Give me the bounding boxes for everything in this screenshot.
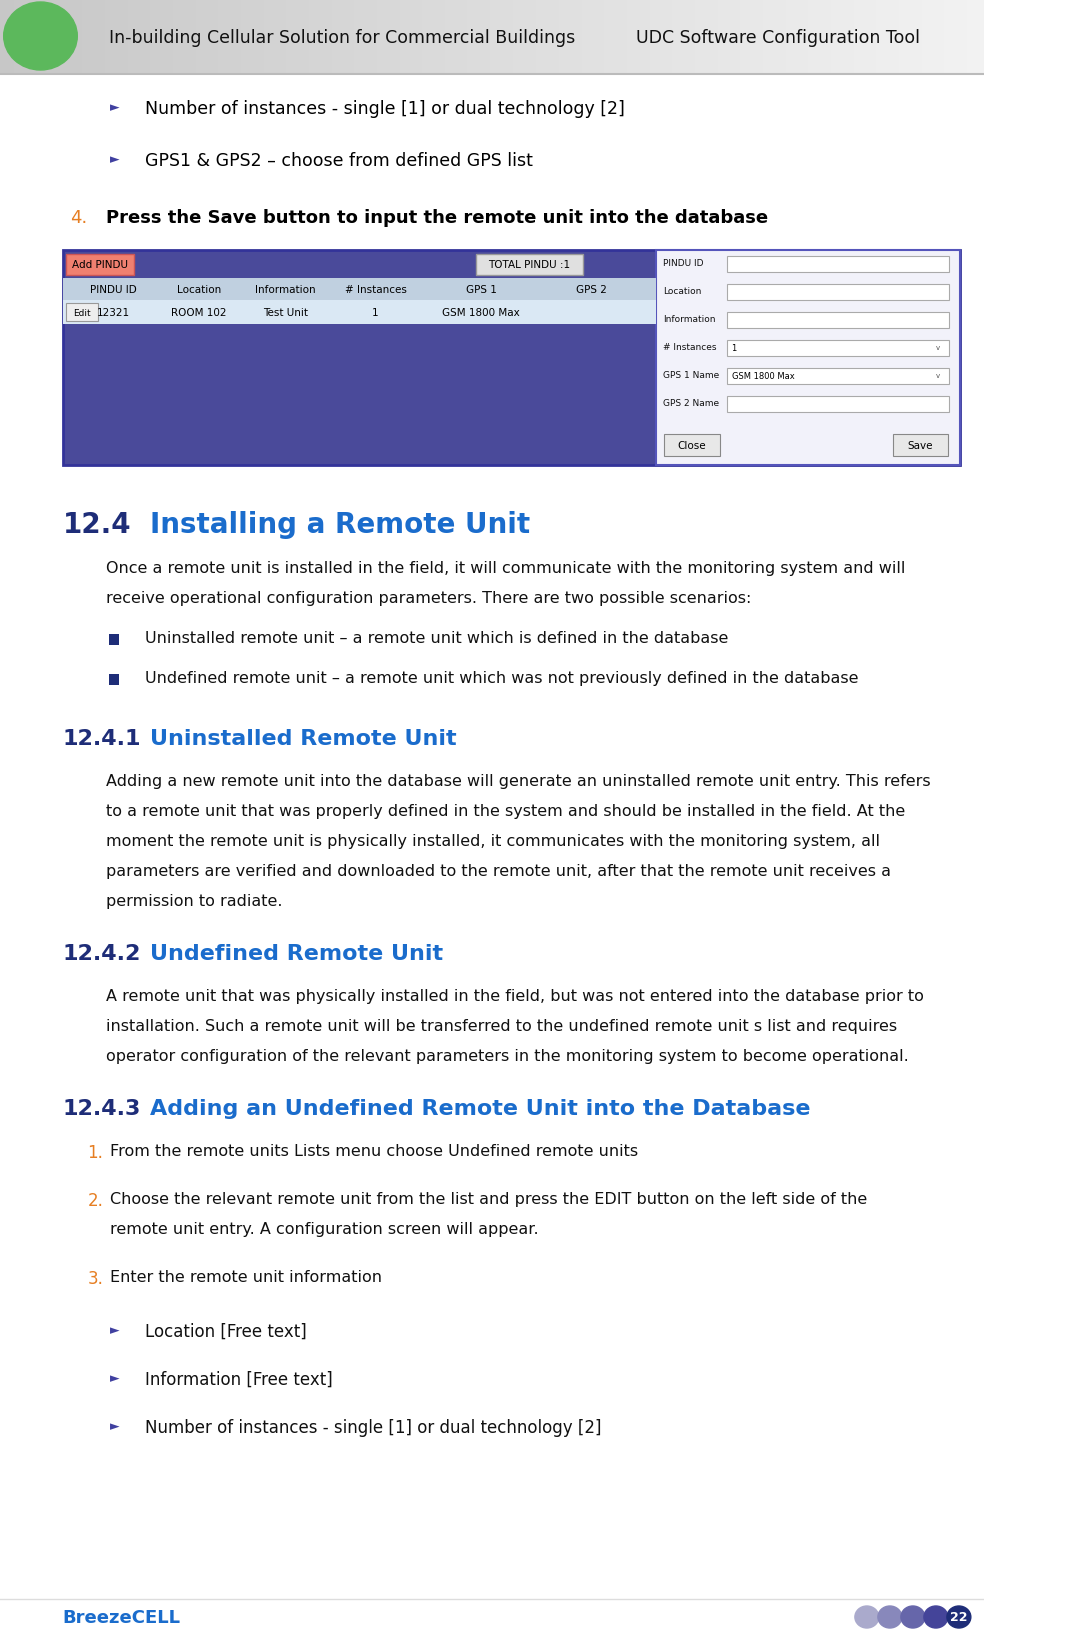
FancyBboxPatch shape [66, 254, 135, 275]
Text: Adding an Undefined Remote Unit into the Database: Adding an Undefined Remote Unit into the… [150, 1098, 810, 1118]
Text: Location [Free text]: Location [Free text] [145, 1323, 307, 1341]
Text: Test Unit: Test Unit [263, 308, 308, 318]
Text: 2.: 2. [88, 1192, 104, 1210]
FancyBboxPatch shape [66, 303, 97, 321]
FancyBboxPatch shape [63, 251, 960, 465]
Text: Location: Location [664, 287, 702, 297]
Text: Uninstalled Remote Unit: Uninstalled Remote Unit [150, 729, 456, 749]
Text: Installing a Remote Unit: Installing a Remote Unit [150, 511, 530, 539]
Text: Enter the remote unit information: Enter the remote unit information [110, 1269, 383, 1285]
Ellipse shape [855, 1606, 879, 1628]
Text: Adding a new remote unit into the database will generate an uninstalled remote u: Adding a new remote unit into the databa… [106, 774, 930, 788]
Text: Edit: Edit [73, 308, 91, 318]
Text: receive operational configuration parameters. There are two possible scenarios:: receive operational configuration parame… [106, 590, 752, 606]
Text: 12.4.2: 12.4.2 [63, 944, 141, 964]
Text: moment the remote unit is physically installed, it communicates with the monitor: moment the remote unit is physically ins… [106, 834, 880, 849]
Text: 1.: 1. [88, 1144, 104, 1162]
FancyBboxPatch shape [109, 634, 119, 646]
Text: Close: Close [678, 441, 707, 451]
Text: operator configuration of the relevant parameters in the monitoring system to be: operator configuration of the relevant p… [106, 1049, 909, 1064]
Text: GSM 1800 Max: GSM 1800 Max [443, 308, 521, 318]
Text: ►: ► [110, 1419, 120, 1432]
Text: GPS 1 Name: GPS 1 Name [664, 372, 719, 380]
Text: In-building Cellular Solution for Commercial Buildings: In-building Cellular Solution for Commer… [109, 30, 575, 48]
Text: Uninstalled remote unit – a remote unit which is defined in the database: Uninstalled remote unit – a remote unit … [145, 631, 729, 646]
Text: GPS 2: GPS 2 [576, 285, 607, 295]
Text: GPS1 & GPS2 – choose from defined GPS list: GPS1 & GPS2 – choose from defined GPS li… [145, 152, 533, 170]
Text: to a remote unit that was properly defined in the system and should be installed: to a remote unit that was properly defin… [106, 803, 905, 818]
Ellipse shape [947, 1606, 971, 1628]
Ellipse shape [901, 1606, 925, 1628]
FancyBboxPatch shape [727, 284, 949, 300]
FancyBboxPatch shape [109, 675, 119, 685]
Text: GSM 1800 Max: GSM 1800 Max [731, 372, 794, 380]
Text: Press the Save button to input the remote unit into the database: Press the Save button to input the remot… [106, 208, 768, 226]
FancyBboxPatch shape [727, 369, 949, 384]
Text: Number of instances - single [1] or dual technology [2]: Number of instances - single [1] or dual… [145, 1418, 602, 1436]
Text: Information: Information [255, 285, 315, 295]
Text: 4.: 4. [69, 208, 88, 226]
Text: 1: 1 [731, 344, 737, 352]
Text: 22: 22 [950, 1611, 967, 1624]
Text: 3.: 3. [88, 1269, 104, 1287]
Text: Information [Free text]: Information [Free text] [145, 1370, 334, 1388]
Text: Choose the relevant remote unit from the list and press the EDIT button on the l: Choose the relevant remote unit from the… [110, 1192, 868, 1206]
FancyBboxPatch shape [63, 279, 656, 302]
Text: ►: ► [110, 102, 120, 115]
Text: BreezeCELL: BreezeCELL [63, 1608, 181, 1626]
Text: 12.4: 12.4 [63, 511, 131, 539]
Ellipse shape [878, 1606, 902, 1628]
FancyBboxPatch shape [665, 434, 719, 457]
Text: TOTAL PINDU :1: TOTAL PINDU :1 [489, 261, 570, 270]
Text: 12321: 12321 [96, 308, 129, 318]
Text: PINDU ID: PINDU ID [664, 259, 704, 269]
FancyBboxPatch shape [476, 254, 584, 275]
FancyBboxPatch shape [893, 434, 948, 457]
Text: installation. Such a remote unit will be transferred to the undefined remote uni: installation. Such a remote unit will be… [106, 1018, 897, 1033]
Text: GPS 2 Name: GPS 2 Name [664, 400, 719, 408]
Text: Information: Information [664, 315, 716, 325]
Text: Undefined remote unit – a remote unit which was not previously defined in the da: Undefined remote unit – a remote unit wh… [145, 670, 858, 685]
Text: From the remote units Lists menu choose Undefined remote units: From the remote units Lists menu choose … [110, 1144, 638, 1159]
Text: A remote unit that was physically installed in the field, but was not entered in: A remote unit that was physically instal… [106, 988, 924, 1003]
FancyBboxPatch shape [727, 341, 949, 356]
Text: ►: ► [110, 152, 120, 166]
FancyBboxPatch shape [63, 302, 656, 325]
Text: ►: ► [110, 1323, 120, 1336]
FancyBboxPatch shape [656, 251, 960, 465]
Text: ►: ► [110, 1372, 120, 1385]
Text: GPS 1: GPS 1 [466, 285, 497, 295]
Text: ROOM 102: ROOM 102 [171, 308, 227, 318]
Text: remote unit entry. A configuration screen will appear.: remote unit entry. A configuration scree… [110, 1221, 539, 1236]
Text: Undefined Remote Unit: Undefined Remote Unit [150, 944, 444, 964]
Text: parameters are verified and downloaded to the remote unit, after that the remote: parameters are verified and downloaded t… [106, 864, 890, 879]
Text: Add PINDU: Add PINDU [73, 261, 128, 270]
Text: 12.4.3: 12.4.3 [63, 1098, 141, 1118]
Text: v: v [935, 374, 940, 379]
Text: # Instances: # Instances [344, 285, 406, 295]
Text: Number of instances - single [1] or dual technology [2]: Number of instances - single [1] or dual… [145, 100, 625, 118]
FancyBboxPatch shape [727, 313, 949, 328]
Text: Once a remote unit is installed in the field, it will communicate with the monit: Once a remote unit is installed in the f… [106, 561, 905, 575]
Text: v: v [935, 346, 940, 351]
Text: 12.4.1: 12.4.1 [63, 729, 141, 749]
FancyBboxPatch shape [727, 256, 949, 272]
Text: Location: Location [176, 285, 221, 295]
Text: UDC Software Configuration Tool: UDC Software Configuration Tool [636, 30, 920, 48]
Text: # Instances: # Instances [664, 343, 717, 352]
Text: Save: Save [908, 441, 933, 451]
Text: 1: 1 [372, 308, 378, 318]
Text: permission to radiate.: permission to radiate. [106, 893, 282, 908]
Ellipse shape [924, 1606, 948, 1628]
FancyBboxPatch shape [727, 397, 949, 413]
Ellipse shape [3, 3, 77, 70]
Text: PINDU ID: PINDU ID [90, 285, 137, 295]
